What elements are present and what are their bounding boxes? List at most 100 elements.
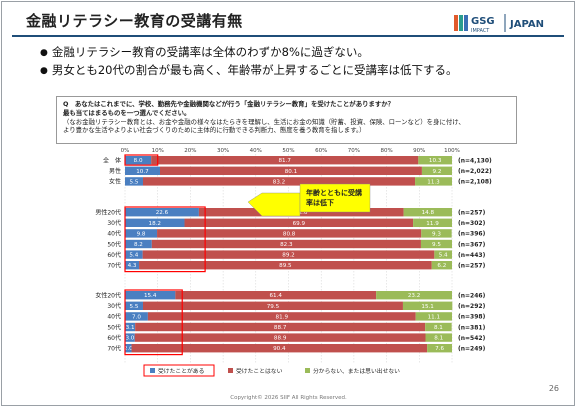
data-label: 89.2 xyxy=(282,253,294,259)
legend-label: 分からない、または思い出せない xyxy=(313,367,400,375)
bar-segment xyxy=(415,177,452,186)
bullet-item: 男女とも20代の割合が最も高く、年齢帯が上昇するごとに受講率は低下する。 xyxy=(40,62,458,80)
bar-segment xyxy=(431,261,452,270)
x-tick-label: 70% xyxy=(348,148,360,154)
bar-segment xyxy=(125,166,160,175)
row-label: 60代 xyxy=(107,334,121,342)
sample-size-label: (n=396) xyxy=(458,231,486,238)
sample-size-label: (n=367) xyxy=(458,241,486,248)
data-label: 5.4 xyxy=(129,253,138,259)
legend-swatch xyxy=(150,368,155,373)
bar-segment xyxy=(125,177,143,186)
data-label: 88.9 xyxy=(274,336,287,342)
row-label: 女性 xyxy=(109,178,121,186)
title-divider xyxy=(12,35,564,37)
bar-segment xyxy=(151,239,421,249)
data-label: 5.5 xyxy=(130,179,139,185)
bar-segment xyxy=(421,166,452,175)
row-label: 70代 xyxy=(107,345,121,353)
data-label: 23.2 xyxy=(408,293,420,299)
data-label: 5.5 xyxy=(130,304,139,310)
bar-segment xyxy=(184,218,414,227)
sample-size-label: (n=257) xyxy=(458,263,486,270)
bar-segment xyxy=(135,322,426,332)
row-label: 50代 xyxy=(107,240,121,248)
bar-segment xyxy=(425,333,452,342)
sample-size-label: (n=302) xyxy=(458,220,486,227)
bar-segment xyxy=(139,261,432,270)
sample-size-label: (n=249) xyxy=(458,346,486,353)
data-label: 3.1 xyxy=(126,325,135,331)
data-label: 15.4 xyxy=(144,293,157,299)
data-label: 82.3 xyxy=(280,242,293,248)
row-label: 30代 xyxy=(107,219,121,227)
data-label: 79.5 xyxy=(267,304,280,310)
question-instruction: 最も当てはまるものを一つ選んでください。 xyxy=(63,108,191,117)
data-label: 62.6 xyxy=(295,210,308,216)
row-label: 女性20代 xyxy=(95,292,121,300)
data-label: 80.8 xyxy=(283,231,296,237)
bullet-item: 金融リテラシー教育の受講率は全体のわずか8%に過ぎない。 xyxy=(40,44,458,62)
bar-segment xyxy=(415,312,452,321)
bar-segment xyxy=(125,344,132,353)
bar-segment xyxy=(418,156,452,165)
row-label: 男性 xyxy=(109,167,121,175)
sample-size-label: (n=398) xyxy=(458,314,486,321)
data-label: 22.6 xyxy=(156,210,169,216)
row-label: 30代 xyxy=(107,302,121,310)
bar-segment xyxy=(142,177,416,186)
row-label: 50代 xyxy=(107,323,121,331)
bar-segment xyxy=(151,156,419,165)
data-label: 15.1 xyxy=(421,304,434,310)
highlight-box xyxy=(124,206,206,273)
bar-segment xyxy=(125,291,176,300)
x-tick-label: 50% xyxy=(282,148,294,154)
bar-segment xyxy=(125,218,185,227)
bar-segment xyxy=(131,344,428,353)
data-label: 4.3 xyxy=(128,263,137,269)
callout-box xyxy=(299,183,371,213)
data-label: 7.0 xyxy=(132,314,141,320)
data-label: 11.3 xyxy=(427,179,440,185)
x-tick-label: 10% xyxy=(152,148,164,154)
bar-segment xyxy=(427,344,452,353)
data-label: 83.2 xyxy=(273,179,285,185)
highlight-box xyxy=(124,154,159,166)
data-label: 11.9 xyxy=(426,221,439,227)
row-label: 60代 xyxy=(107,251,121,259)
bar-segment xyxy=(159,166,422,175)
question-note: より豊かな生活やよりよい社会づくりのために主体的に行動できる判断力、態度を養う教… xyxy=(63,126,366,135)
bar-segment xyxy=(413,218,452,227)
data-label: 6.2 xyxy=(437,263,446,269)
bar-segment xyxy=(434,250,452,259)
question-note: （なお金融リテラシー教育とは、お金や金融の様々なはたらきを理解し、生活にお金の知… xyxy=(63,117,465,126)
bar-segment xyxy=(175,291,377,300)
x-tick-label: 40% xyxy=(250,148,262,154)
sample-size-label: (n=443) xyxy=(458,252,486,259)
bar-segment xyxy=(157,229,422,238)
bar-segment xyxy=(421,229,452,238)
legend-swatch xyxy=(228,368,233,373)
data-label: 89.5 xyxy=(279,263,292,269)
row-label: 全 体 xyxy=(103,157,121,165)
summary-bullets: 金融リテラシー教育の受講率は全体のわずか8%に過ぎない。 男女とも20代の割合が… xyxy=(40,44,458,80)
bar-segment xyxy=(125,301,143,310)
bar-segment xyxy=(125,239,152,249)
copyright: Copyright© 2026 SIIF All Rights Reserved… xyxy=(230,395,347,401)
stacked-bar-chart: 0% 10% 20% 30% 40% 50% 60% 70% 80% 90% 100% 全 体 8.0 8… xyxy=(95,148,492,377)
data-label: 9.5 xyxy=(432,242,441,248)
data-label: 8.1 xyxy=(434,336,443,342)
bar-segment xyxy=(125,322,136,332)
data-label: 5.4 xyxy=(439,253,448,259)
bar-segment xyxy=(142,301,403,310)
sample-size-label: (n=381) xyxy=(458,324,486,331)
legend-label: 受けたことがある xyxy=(158,367,204,375)
sample-size-label: (n=257) xyxy=(458,210,486,217)
bar-segment xyxy=(125,333,135,342)
data-label: 10.3 xyxy=(429,158,442,164)
data-label: 81.7 xyxy=(279,158,292,164)
row-label: 男性20代 xyxy=(95,209,121,217)
x-tick-label: 0% xyxy=(121,148,130,154)
page-title: 金融リテラシー教育の受講有無 xyxy=(26,12,243,30)
row-label: 40代 xyxy=(107,230,121,238)
